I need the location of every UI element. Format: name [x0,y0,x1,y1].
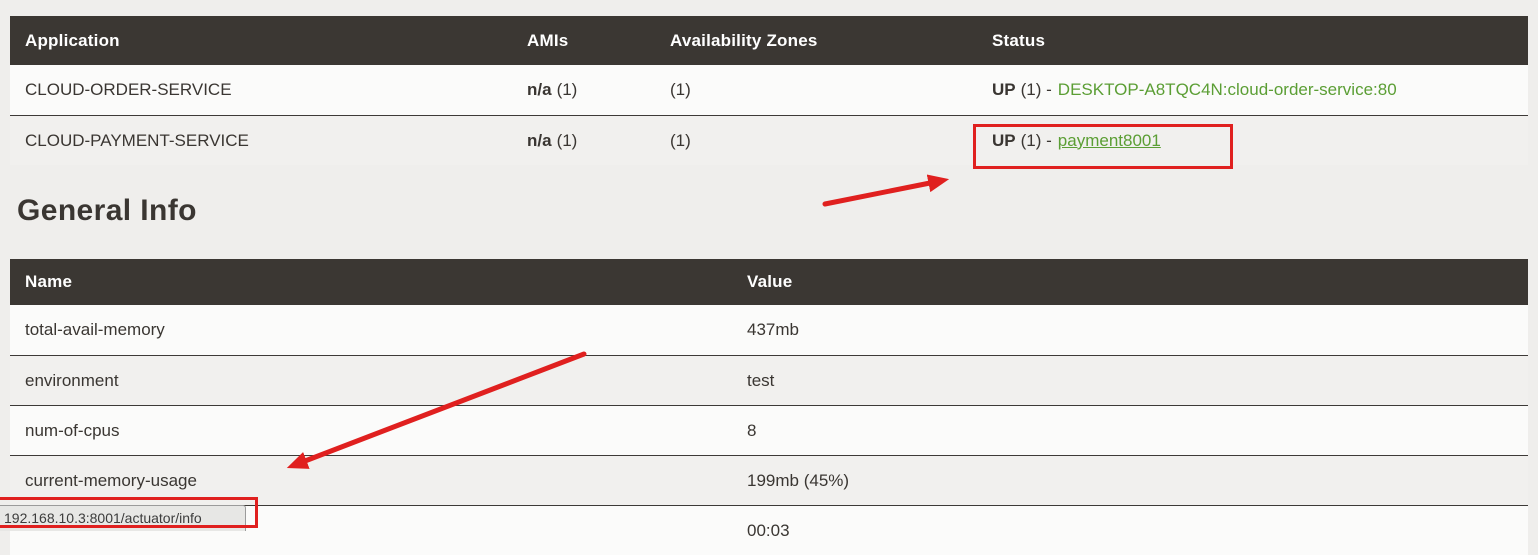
general-info-table: Name Value total-avail-memory 437mb envi… [10,259,1528,555]
instance-link-cloud-order-service[interactable]: DESKTOP-A8TQC4N:cloud-order-service:80 [1057,80,1397,99]
column-header-value: Value [747,272,793,291]
page-title: General Info [17,194,197,227]
table-row-total-avail-memory: total-avail-memory 437mb [10,305,1528,355]
column-header-name: Name [25,272,73,291]
table-row-current-memory-usage: current-memory-usage 199mb (45%) [10,455,1528,505]
info-name: environment [25,370,119,390]
amis-count: (1) [556,130,578,150]
table-row-environment: environment test [10,355,1528,405]
info-value: 00:03 [747,520,790,540]
column-header-status: Status [992,30,1046,50]
zones-cell: (1) [670,80,691,99]
info-value: 437mb [747,320,799,339]
amis-na: n/a [527,80,552,99]
info-value: test [747,370,775,390]
table-row-num-of-cpus: num-of-cpus 8 [10,405,1528,455]
status-cell: UP (1) - payment8001 [992,131,1161,151]
amis-cell: n/a (1) [527,131,577,151]
application-name: CLOUD-ORDER-SERVICE [25,80,232,99]
general-info-table-header: Name Value [10,259,1528,305]
status-count: (1) - [1020,130,1052,150]
amis-na: n/a [527,130,552,150]
amis-cell: n/a (1) [527,80,577,100]
status-cell: UP (1) - DESKTOP-A8TQC4N:cloud-order-servi… [992,80,1397,100]
applications-table-header: Application AMIs Availability Zones Stat… [10,16,1528,65]
info-name: current-memory-usage [25,470,197,490]
applications-table: Application AMIs Availability Zones Stat… [10,16,1528,165]
red-arrow-to-payment-status [822,174,950,207]
status-count: (1) - [1020,80,1052,99]
info-value: 8 [747,420,757,440]
table-row-cloud-order-service: CLOUD-ORDER-SERVICE n/a (1) (1) UP (1) - DE… [10,65,1528,115]
status-up-label: UP [992,130,1016,150]
column-header-availability-zones: Availability Zones [670,30,818,50]
instance-link-payment8001[interactable]: payment8001 [1057,130,1161,150]
info-value: 199mb (45%) [747,470,850,490]
amis-count: (1) [556,80,578,99]
eureka-dashboard-page: { "app_table": { "columns": ["Applicatio… [0,16,1528,555]
status-bar-url-tooltip: 192.168.10.3:8001/actuator/info [0,505,246,531]
info-name: num-of-cpus [25,420,120,440]
status-up-label: UP [992,80,1016,99]
zones-cell: (1) [670,130,691,150]
column-header-amis: AMIs [527,30,569,50]
column-header-application: Application [25,30,120,50]
info-name: total-avail-memory [25,320,165,339]
table-row-cloud-payment-service: CLOUD-PAYMENT-SERVICE n/a (1) (1) UP (1) -… [10,115,1528,165]
application-name: CLOUD-PAYMENT-SERVICE [25,130,249,150]
